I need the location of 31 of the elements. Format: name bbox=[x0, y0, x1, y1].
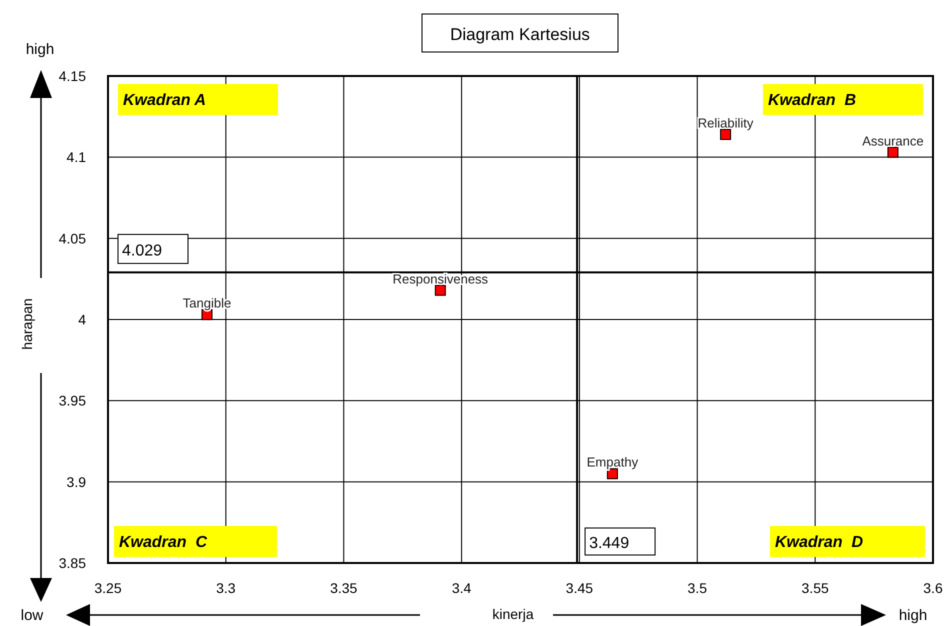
x-tick-label: 3.5 bbox=[688, 580, 708, 596]
point bbox=[887, 146, 898, 158]
y-tick-label: 4.05 bbox=[58, 230, 86, 246]
y-tick-label: 3.85 bbox=[58, 555, 86, 571]
x-tick-label: 3.55 bbox=[802, 580, 829, 596]
x-tick-label: 3.4 bbox=[452, 580, 472, 596]
y-tick-label: 4 bbox=[78, 312, 86, 328]
x-tick-label: 3.6 bbox=[923, 580, 943, 596]
y-tick-label: 3.95 bbox=[58, 392, 86, 409]
y-tick-label: 4.15 bbox=[58, 68, 86, 84]
text: low bbox=[20, 607, 44, 624]
annotation: Reliability bbox=[698, 115, 754, 130]
annotation: Kwadran D bbox=[775, 534, 864, 551]
chart-title: Diagram Kartesius bbox=[450, 25, 590, 44]
annotation: Kwadran A bbox=[123, 92, 206, 109]
annotation: Kwadran C bbox=[119, 534, 208, 551]
annotation: Empathy bbox=[586, 454, 639, 470]
annotation: Assurance bbox=[862, 133, 924, 148]
text: high bbox=[898, 607, 928, 624]
ref-line-label: 4.029 bbox=[122, 242, 162, 260]
y-tick-label: 4.1 bbox=[66, 149, 86, 166]
text: high bbox=[26, 41, 54, 58]
y-tick-label: 3.9 bbox=[66, 474, 86, 490]
x-tick-label: 3.35 bbox=[330, 580, 358, 596]
x-tick-label: 3.45 bbox=[566, 580, 594, 596]
x-axis-title: kinerja bbox=[492, 606, 534, 622]
ref-line-label: 3.449 bbox=[589, 535, 630, 552]
x-tick-label: 3.3 bbox=[216, 580, 236, 596]
y-axis-title: harapan bbox=[19, 298, 35, 350]
annotation: Kwadran B bbox=[768, 92, 856, 109]
x-tick-label: 3.25 bbox=[94, 580, 122, 596]
